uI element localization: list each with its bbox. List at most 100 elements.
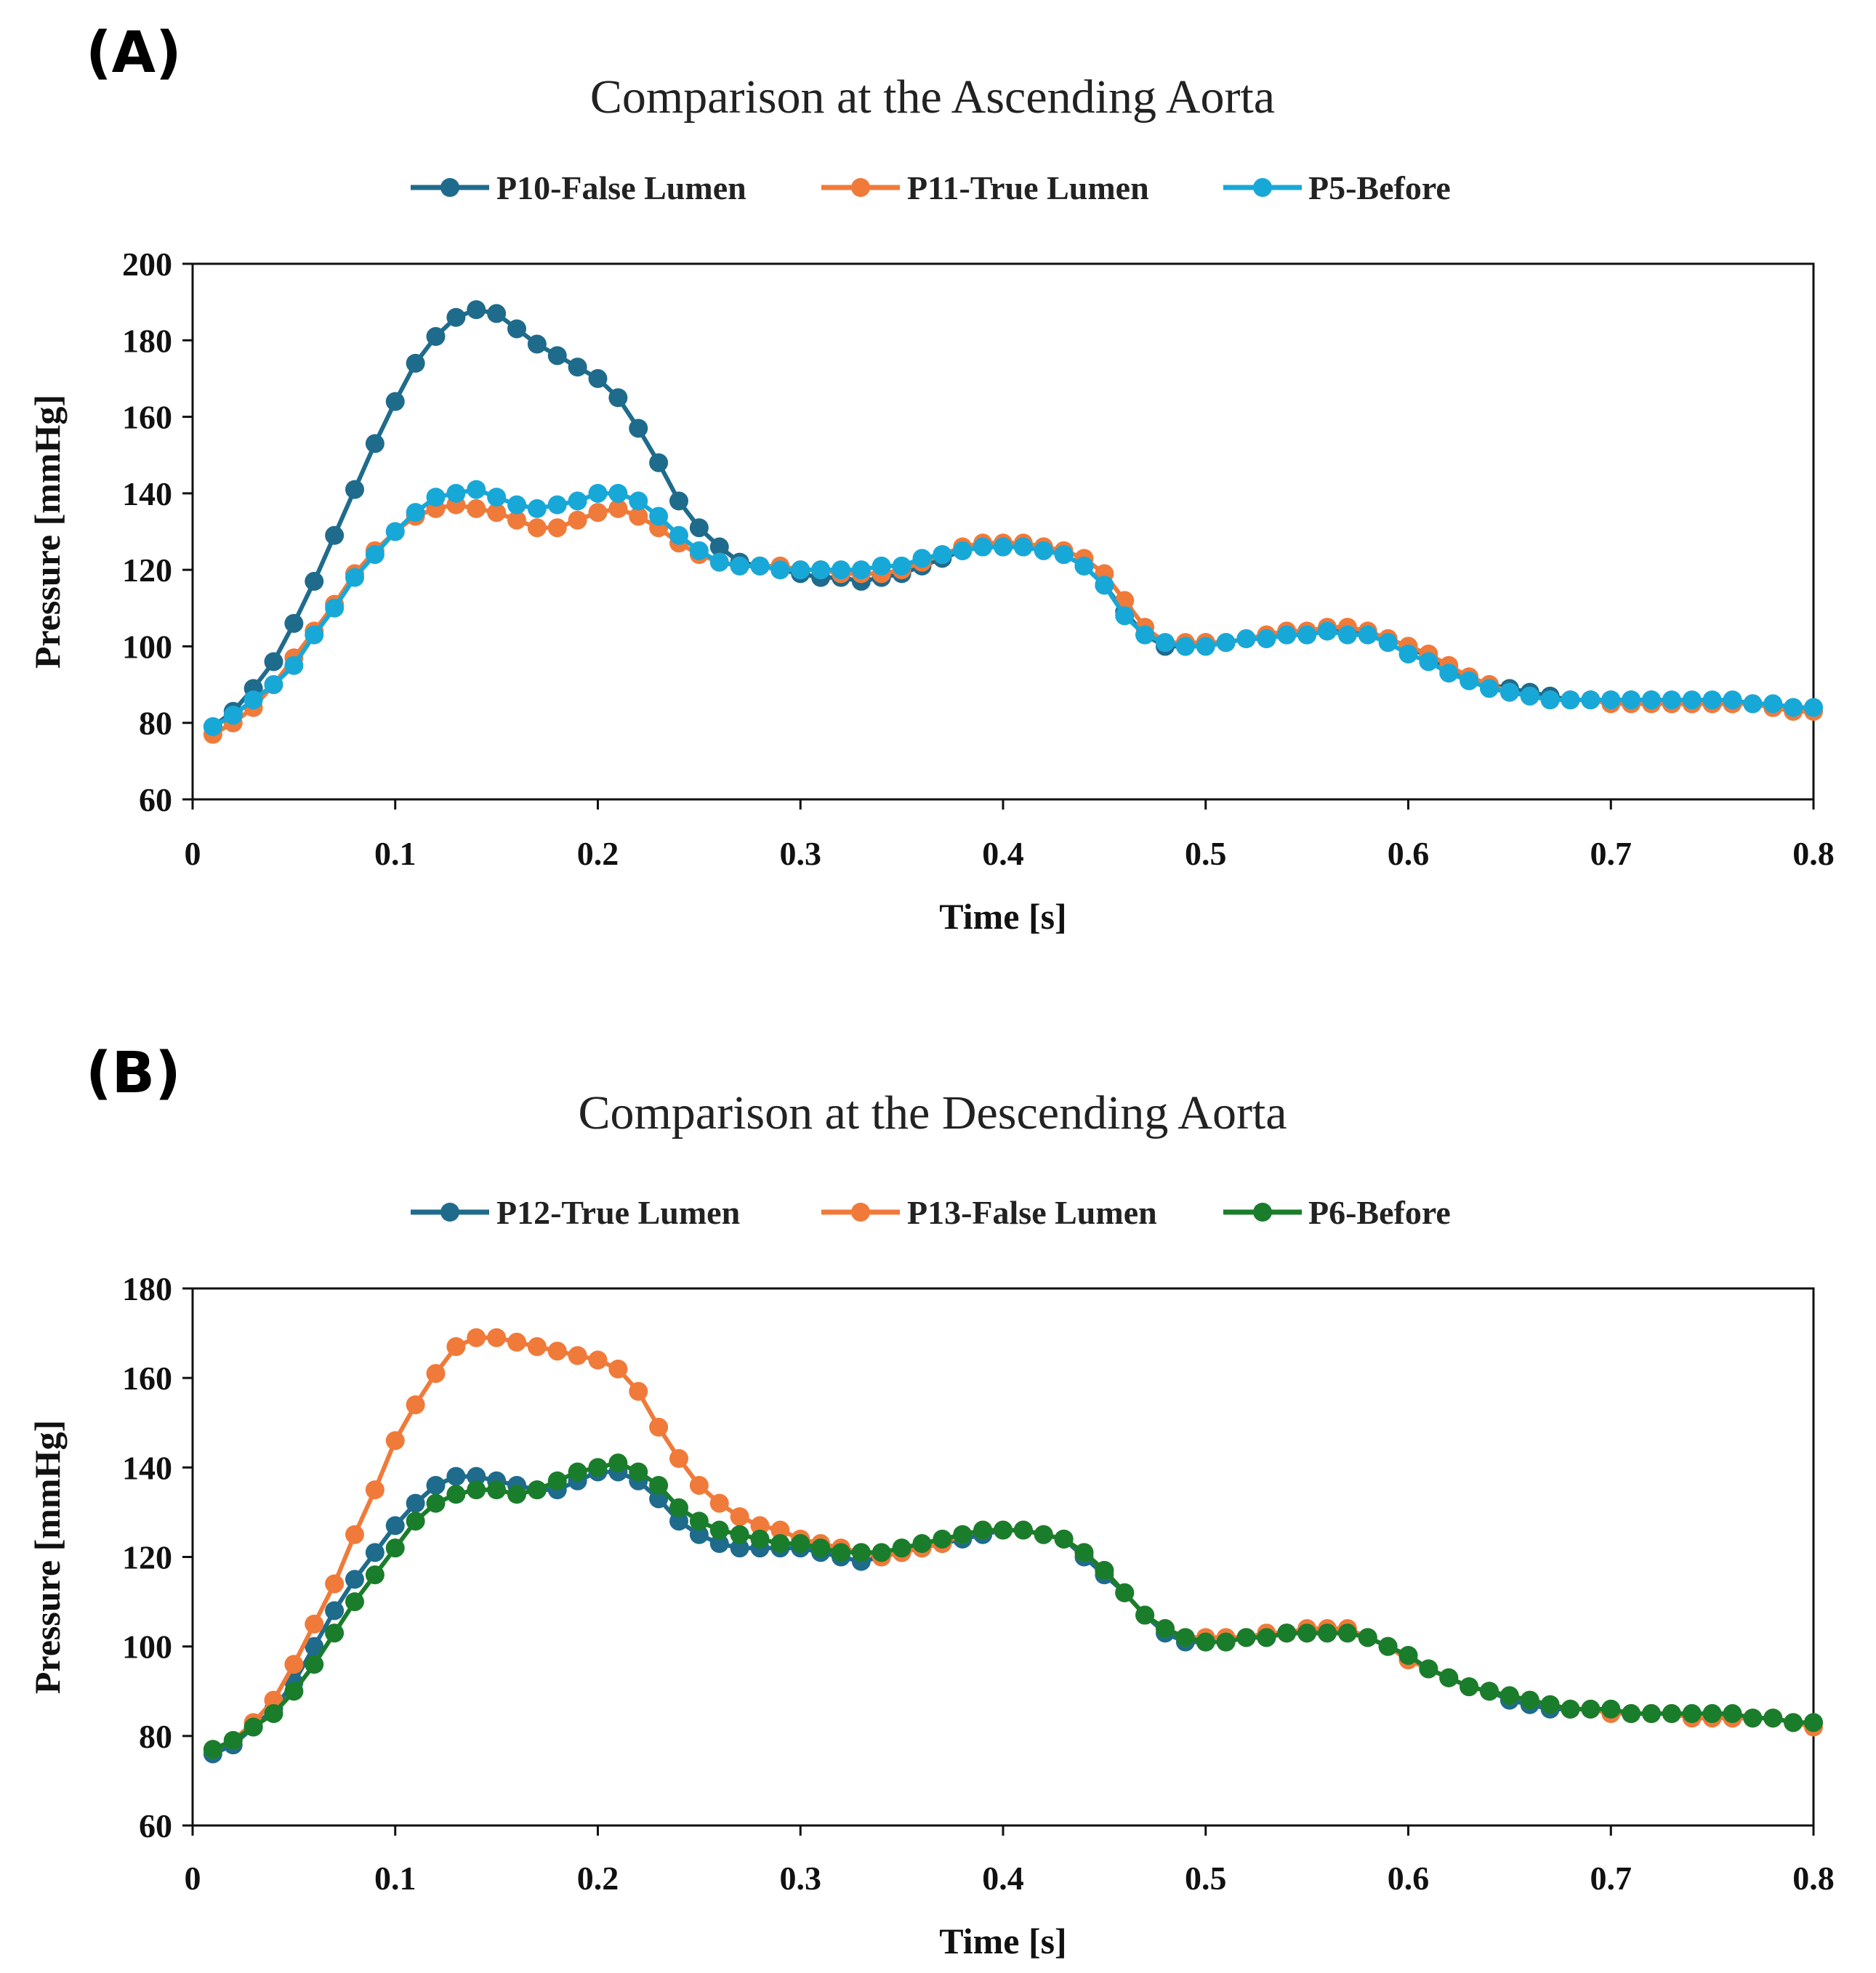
data-point bbox=[568, 491, 587, 511]
legend-label: P11-True Lumen bbox=[907, 169, 1149, 206]
x-tick-label: 0.6 bbox=[1388, 835, 1430, 872]
data-point bbox=[345, 568, 364, 587]
data-point bbox=[406, 503, 425, 522]
data-point bbox=[689, 1525, 709, 1544]
legend-item: P13-False Lumen bbox=[821, 1194, 1157, 1231]
data-point bbox=[1601, 1699, 1621, 1719]
data-point bbox=[1480, 1682, 1499, 1701]
data-point bbox=[446, 483, 466, 503]
data-point bbox=[487, 1480, 507, 1500]
data-point bbox=[1337, 625, 1357, 645]
data-point bbox=[446, 1337, 466, 1357]
data-point bbox=[305, 1637, 324, 1656]
data-point bbox=[871, 556, 891, 576]
data-point bbox=[385, 1516, 405, 1536]
data-point bbox=[547, 346, 567, 366]
y-tick-label: 60 bbox=[139, 1807, 172, 1844]
data-point bbox=[1115, 1583, 1135, 1602]
y-tick-label: 140 bbox=[122, 1449, 172, 1486]
data-point bbox=[527, 334, 547, 354]
data-point bbox=[1135, 625, 1155, 645]
data-point bbox=[1763, 1708, 1783, 1728]
data-point bbox=[912, 549, 932, 568]
legend-label: P5-Before bbox=[1308, 169, 1451, 206]
data-point bbox=[1804, 698, 1823, 717]
data-point bbox=[1460, 671, 1479, 690]
data-point bbox=[1156, 633, 1175, 653]
x-tick-label: 0.1 bbox=[374, 1860, 416, 1897]
data-point bbox=[669, 525, 688, 545]
data-point bbox=[284, 1682, 304, 1701]
x-tick-label: 0.2 bbox=[577, 1860, 619, 1897]
data-point bbox=[426, 327, 446, 347]
data-point bbox=[750, 1529, 770, 1549]
y-tick-label: 100 bbox=[122, 628, 172, 665]
data-point bbox=[973, 537, 993, 557]
x-tick-label: 0 bbox=[185, 1860, 201, 1897]
legend-label: P6-Before bbox=[1308, 1194, 1451, 1231]
data-point bbox=[325, 1623, 345, 1643]
data-point bbox=[547, 518, 567, 538]
data-point bbox=[1196, 637, 1215, 656]
data-point bbox=[325, 1601, 345, 1621]
legend-marker bbox=[440, 178, 459, 197]
data-point bbox=[730, 1507, 749, 1527]
data-point bbox=[1013, 1520, 1033, 1540]
data-point bbox=[953, 1525, 973, 1544]
x-tick-label: 0.8 bbox=[1792, 835, 1835, 872]
data-point bbox=[1337, 1623, 1357, 1643]
data-point bbox=[305, 625, 324, 645]
data-point bbox=[689, 1475, 709, 1495]
data-point bbox=[406, 1395, 425, 1415]
data-point bbox=[1682, 690, 1702, 710]
y-tick-label: 60 bbox=[139, 781, 172, 818]
data-point bbox=[264, 652, 283, 671]
data-point bbox=[507, 1332, 526, 1352]
data-point bbox=[467, 1480, 486, 1500]
data-point bbox=[1175, 1628, 1195, 1647]
legend-marker bbox=[851, 1203, 870, 1222]
data-point bbox=[1561, 690, 1580, 710]
x-tick-label: 0.5 bbox=[1185, 835, 1227, 872]
data-point bbox=[203, 1740, 222, 1759]
data-point bbox=[689, 518, 709, 538]
data-point bbox=[1581, 690, 1601, 710]
data-point bbox=[791, 560, 810, 580]
data-point bbox=[730, 1538, 749, 1558]
data-point bbox=[1499, 1686, 1519, 1706]
chart-panel-b: Comparison at the Descending Aorta P12-Tr… bbox=[27, 1086, 1835, 1961]
data-point bbox=[770, 560, 790, 580]
data-point bbox=[730, 1525, 749, 1544]
data-point bbox=[1398, 644, 1418, 663]
data-point bbox=[871, 1543, 891, 1562]
data-point bbox=[467, 1466, 486, 1486]
data-point bbox=[547, 495, 567, 515]
data-point bbox=[365, 1480, 385, 1500]
data-point bbox=[608, 1359, 628, 1379]
data-point bbox=[669, 1512, 688, 1531]
data-point bbox=[1175, 637, 1195, 656]
data-point bbox=[426, 1493, 446, 1513]
legend-marker bbox=[440, 1203, 459, 1222]
legend-item: P6-Before bbox=[1223, 1194, 1451, 1231]
y-tick-label: 180 bbox=[122, 1270, 172, 1307]
y-tick-label: 100 bbox=[122, 1629, 172, 1666]
data-point bbox=[527, 518, 547, 538]
x-tick-label: 0.5 bbox=[1185, 1860, 1227, 1897]
data-point bbox=[467, 499, 486, 518]
data-point bbox=[994, 1520, 1013, 1540]
data-point bbox=[1642, 1704, 1661, 1724]
data-point bbox=[608, 499, 628, 518]
data-point bbox=[365, 434, 385, 453]
y-tick-label: 180 bbox=[122, 322, 172, 359]
data-point bbox=[912, 1534, 932, 1554]
data-point bbox=[608, 1453, 628, 1473]
data-point bbox=[1540, 1695, 1560, 1714]
legend-label: P10-False Lumen bbox=[496, 169, 746, 206]
data-point bbox=[527, 1337, 547, 1357]
data-point bbox=[649, 453, 669, 472]
data-point bbox=[1095, 576, 1114, 595]
y-tick-label: 160 bbox=[122, 399, 172, 436]
data-point bbox=[1054, 545, 1074, 565]
chart-panel-a: Comparison at the Ascending Aorta P10-Fal… bbox=[27, 70, 1835, 937]
